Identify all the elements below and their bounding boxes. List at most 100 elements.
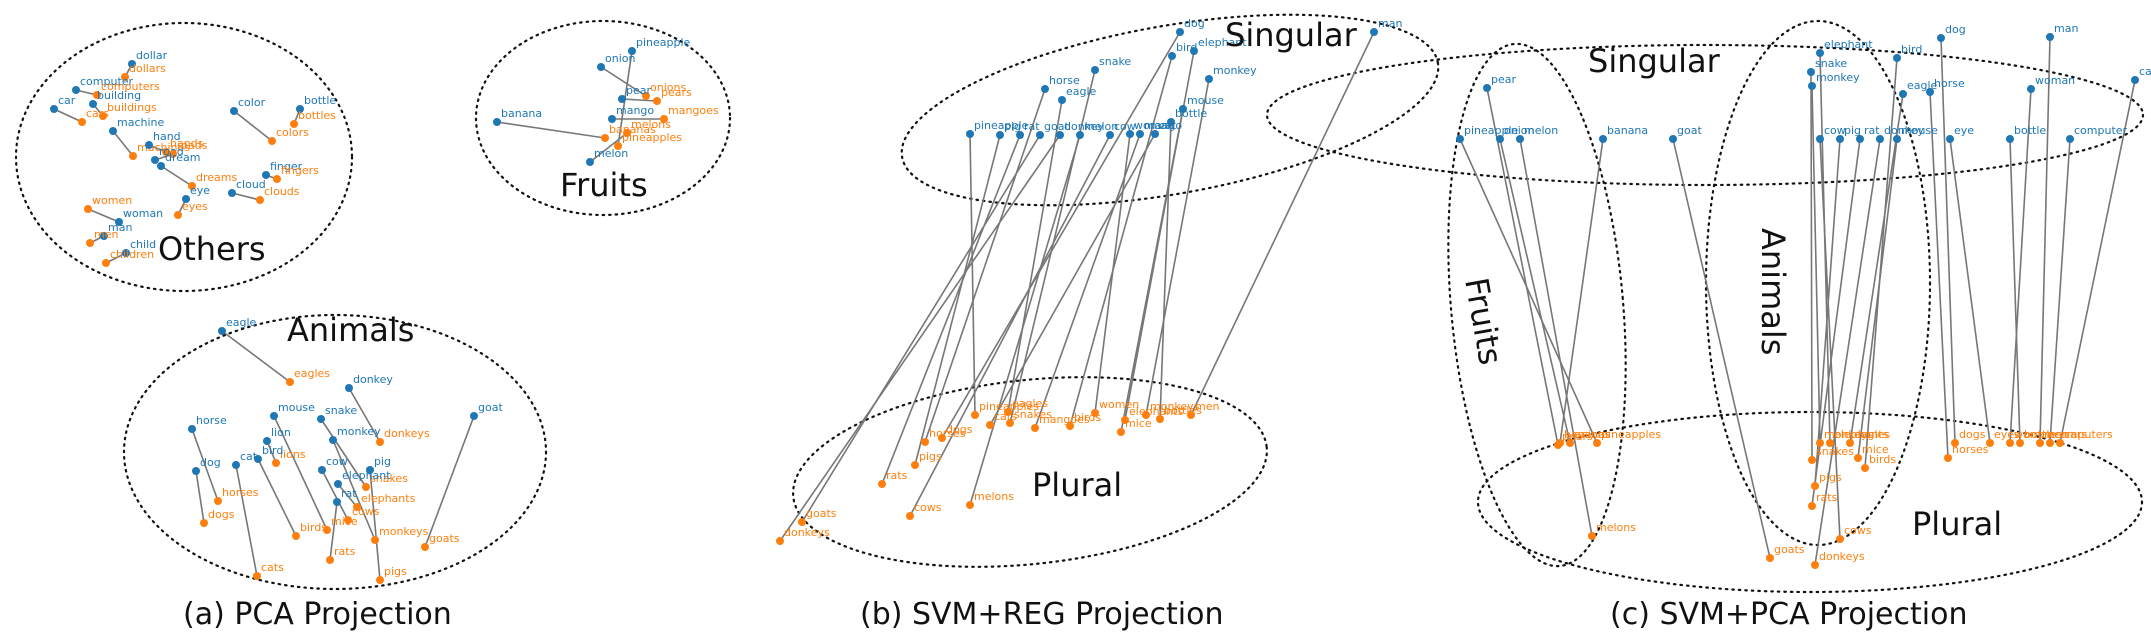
plural-word-label: pineapples [1601,428,1661,441]
region-label-fruits-c: Fruits [1457,275,1510,368]
singular-word-label: cow [326,455,348,468]
singular-point [122,249,130,257]
plural-point [256,196,264,204]
pair-link [496,121,606,139]
plural-word-label: monkeys [379,525,429,538]
ellipse-plural-c [1476,410,2144,594]
plural-word-label: dogs [208,508,235,521]
plural-word-label: cows [914,501,942,514]
singular-word-label: hand [153,130,181,143]
singular-point [262,171,270,179]
plural-word-label: snakes [1014,408,1052,421]
ellipse-others [14,21,354,293]
singular-point [996,131,1004,139]
pair-link [1145,78,1210,416]
singular-word-label: man [2054,22,2078,35]
singular-word-label: cow [1114,120,1136,133]
plural-word-label: monkeys [1150,400,1200,413]
singular-word-label: cloud [236,178,266,191]
singular-word-label: woman [1134,119,1174,132]
singular-point [1808,82,1816,90]
plural-word-label: horses [929,427,966,440]
plural-word-label: onions [1574,428,1610,441]
singular-point [618,95,626,103]
plural-point [362,483,370,491]
singular-point [1036,131,1044,139]
singular-point [230,107,238,115]
singular-point [1599,135,1607,143]
singular-word-label: pig [374,455,391,468]
plural-point [371,536,379,544]
plural-point [200,519,208,527]
plural-word-label: bananas [1564,428,1611,441]
singular-point [1946,135,1954,143]
plural-word-label: pears [661,86,692,99]
singular-word-label: elephant [342,469,391,482]
pair-link [1814,138,1841,487]
plural-word-label: pineapples [979,400,1039,413]
plural-point [2046,439,2054,447]
plural-point [323,526,331,534]
plural-word-label: goats [429,532,460,545]
plural-point [660,115,668,123]
plural-point [268,137,276,145]
plural-point [326,556,334,564]
singular-point [966,130,974,138]
plural-point [376,576,384,584]
plural-word-label: dogs [1959,428,1986,441]
plural-word-label: snakes [370,472,408,485]
plural-point [601,134,609,142]
plural-point [921,438,929,446]
singular-point [317,415,325,423]
plural-point [376,438,384,446]
singular-word-label: goat [478,401,503,414]
singular-word-label: monkey [1213,64,1257,77]
singular-point [1126,130,1134,138]
singular-word-label: mouse [1187,94,1224,107]
singular-word-label: color [238,96,266,109]
pair-link [321,469,349,521]
singular-point [1816,135,1824,143]
singular-word-label: dog [1184,17,1205,30]
plural-point [1091,409,1099,417]
singular-point [470,412,478,420]
plural-word-label: colors [276,126,309,139]
pair-link [621,98,658,102]
plural-word-label: women [2014,428,2054,441]
singular-point [1516,135,1524,143]
ellipse-fruits-c [1447,42,1627,568]
pair-link [2039,36,2051,444]
plural-point [1808,456,1816,464]
pair-link [2009,138,2021,444]
singular-word-label: woman [123,207,163,220]
plural-point [1187,411,1195,419]
pair-link [2009,88,2032,444]
plural-point [86,239,94,247]
singular-word-label: onion [1504,124,1534,137]
singular-point [1106,131,1114,139]
pair-link [1849,93,1904,444]
singular-word-label: lion [271,426,291,439]
pair-link [1159,121,1172,420]
plural-word-label: donkeys [1819,550,1865,563]
plural-point [353,503,361,511]
singular-point [89,100,97,108]
pair-link [1069,55,1173,427]
singular-point [270,412,278,420]
singular-word-label: elephant [1824,38,1873,51]
plural-word-label: horses [222,486,259,499]
plural-word-label: birds [1869,453,1896,466]
pair-link [1672,138,1771,559]
plural-word-label: snakes [1816,445,1854,458]
singular-point [1190,47,1198,55]
singular-word-label: mango [616,104,654,117]
singular-word-label: computer [80,75,134,88]
singular-point [145,141,153,149]
region-label-plural-b: Plural [1032,466,1122,504]
plural-word-label: rats [1816,491,1838,504]
ellipse-singular-c [1265,43,2145,187]
singular-word-label: eagle [226,316,257,329]
plural-word-label: men [94,228,118,241]
singular-point [1167,118,1175,126]
singular-word-label: donkey [1884,124,1924,137]
